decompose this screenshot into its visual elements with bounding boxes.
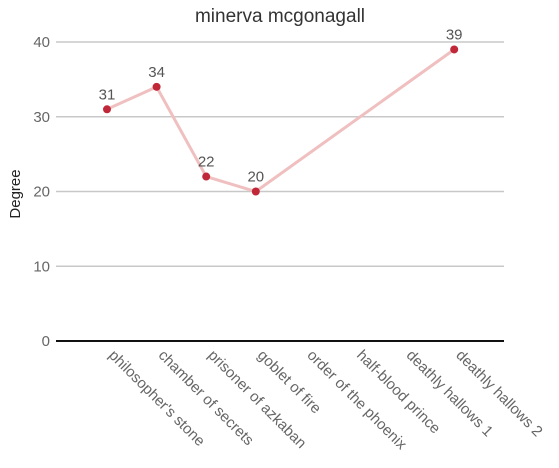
x-tick-label: deathly hallows 1 [403,347,496,440]
data-label: 39 [446,26,463,43]
data-label: 20 [247,169,264,186]
data-point [103,105,111,114]
x-tick-label: philosopher's stone [105,347,208,450]
data-point [202,172,211,181]
data-labels: 31 34 22 20 39 [99,26,463,185]
y-tick-label: 10 [33,258,50,275]
data-point [152,82,161,91]
gridlines [56,41,504,267]
y-tick-label: 20 [33,184,50,201]
chart-title: minerva mcgonagall [195,6,365,27]
data-point [450,45,459,54]
y-axis-ticks: 0 10 20 30 40 [33,34,50,350]
x-tick-label: half-blood prince [353,347,443,437]
x-tick-label: chamber of secrets [155,347,257,449]
y-tick-label: 0 [42,333,50,350]
y-tick-label: 30 [33,109,50,126]
data-point [251,187,260,196]
x-tick-label: deathly hallows 2 [452,347,545,440]
series [103,45,459,196]
data-label: 34 [148,64,165,81]
y-axis-label: Degree [7,169,24,218]
data-label: 31 [99,86,116,103]
y-tick-label: 40 [33,34,50,51]
data-label: 22 [198,154,215,171]
